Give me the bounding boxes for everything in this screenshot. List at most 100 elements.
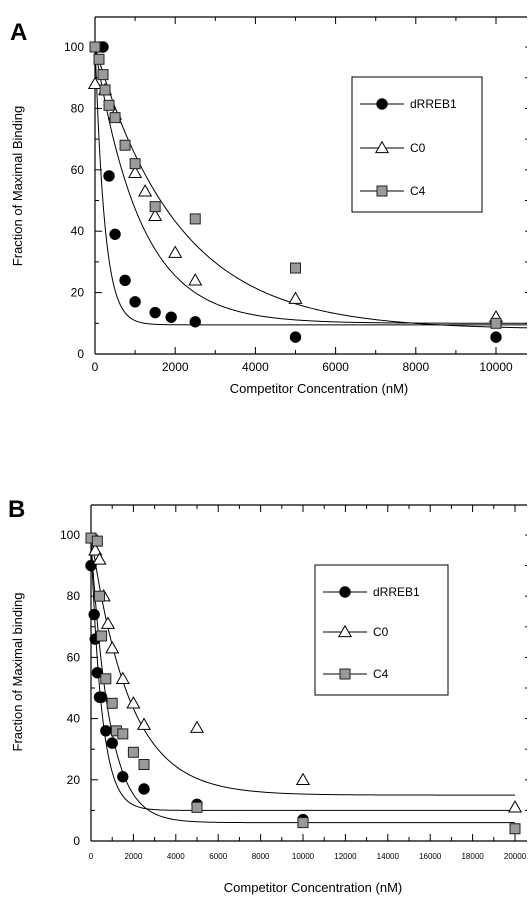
data-point-drreb1 — [103, 170, 115, 182]
legend-marker-drreb1 — [339, 586, 351, 598]
data-point-c4 — [109, 112, 121, 124]
x-tick-label: 16000 — [419, 852, 442, 861]
fit-curves — [94, 42, 527, 329]
y-tick-label: 0 — [73, 834, 80, 848]
y-axis-label: Fraction of Maximal Binding — [10, 106, 25, 266]
data-point-c4 — [119, 139, 131, 151]
data-point-c0 — [295, 772, 311, 785]
data-point-c4 — [290, 262, 301, 274]
x-tick-label: 10000 — [479, 360, 513, 374]
data-point-c4 — [103, 99, 115, 111]
data-point-c4 — [138, 759, 150, 770]
data-point-drreb1 — [88, 608, 100, 621]
legend-marker-c0 — [337, 624, 353, 638]
data-point-c0 — [87, 76, 103, 89]
data-point-drreb1 — [119, 274, 131, 287]
x-tick-label: 20000 — [504, 852, 527, 861]
data-point-c4 — [97, 69, 109, 81]
panel-letter: B — [8, 496, 25, 523]
data-point-c4 — [96, 630, 108, 642]
legend-box — [351, 76, 483, 213]
data-point-drreb1 — [100, 725, 112, 737]
fit-curve-drreb1 — [90, 541, 515, 811]
data-point-c4 — [189, 213, 201, 225]
data-point-c0 — [138, 184, 153, 197]
data-point-c0 — [128, 165, 143, 179]
data-point-c4 — [117, 728, 129, 740]
data-point-c0 — [92, 552, 107, 565]
data-point-drreb1 — [95, 691, 108, 703]
data-point-drreb1 — [109, 228, 121, 240]
legend-label: C0 — [373, 625, 389, 639]
data-point-c4 — [149, 201, 161, 213]
data-point-drreb1 — [149, 306, 161, 319]
legend-marker-c4 — [376, 185, 388, 197]
y-tick-label: 40 — [67, 712, 81, 726]
data-point-drreb1 — [165, 311, 177, 323]
data-point-drreb1 — [189, 316, 201, 328]
x-axis-label: Competitor Concentration (nM) — [230, 381, 408, 396]
y-tick-label: 40 — [71, 224, 85, 238]
y-tick-label: 60 — [67, 650, 81, 664]
data-point-drreb1 — [117, 771, 129, 783]
x-tick-label: 6000 — [322, 360, 349, 374]
x-tick-label: 2000 — [162, 360, 189, 374]
data-point-drreb1 — [289, 331, 302, 343]
legend-label: dRREB1 — [373, 585, 420, 599]
data-point-c0 — [148, 208, 163, 221]
data-point-c4 — [129, 158, 141, 170]
data-point-drreb1 — [138, 783, 150, 795]
y-tick-label: 60 — [71, 163, 85, 177]
data-point-c0 — [189, 720, 205, 733]
data-point-c4 — [509, 823, 521, 835]
data-point-c0 — [126, 696, 141, 709]
x-tick-label: 2000 — [125, 852, 143, 861]
y-axis-label: Fraction of Maximal binding — [10, 593, 25, 752]
data-point-c4 — [191, 801, 203, 813]
panel-b: B 0 2000 4000 6000 8000 10000 12000 14000 16000 18… — [8, 496, 527, 895]
data-point-c0 — [100, 616, 116, 629]
legend-box — [314, 564, 449, 696]
legend-label: C0 — [410, 141, 426, 155]
legend-label: dRREB1 — [410, 97, 457, 111]
data-point-drreb1 — [106, 737, 118, 749]
y-tick-label: 80 — [67, 589, 81, 603]
data-points — [87, 41, 504, 343]
fit-curve-drreb1 — [94, 42, 527, 326]
x-tick-label: 8000 — [252, 852, 270, 861]
x-tick-label: 12000 — [334, 852, 357, 861]
y-tick-label: 80 — [71, 101, 85, 115]
y-tick-label: 20 — [71, 286, 85, 300]
y-tick-label: 20 — [67, 773, 81, 787]
x-tick-label: 4000 — [167, 852, 185, 861]
data-point-c4 — [89, 41, 101, 53]
data-point-c4 — [93, 590, 105, 602]
data-point-c0 — [188, 273, 203, 286]
data-point-c0 — [136, 717, 152, 730]
data-point-c0 — [168, 245, 183, 258]
x-tick-label: 0 — [92, 360, 99, 374]
y-tick-label: 0 — [77, 347, 84, 361]
data-point-c0 — [88, 543, 103, 556]
y-tick-label: 100 — [64, 40, 84, 54]
legend-marker-drreb1 — [376, 98, 388, 110]
panel-a: A 0 2000 4000 6000 8000 10000 0 20 40 60 80 100 Compe… — [10, 16, 527, 396]
data-point-c4 — [93, 53, 105, 65]
data-point-drreb1 — [129, 296, 141, 308]
x-tick-label: 8000 — [402, 360, 429, 374]
data-point-c4 — [91, 535, 103, 547]
data-point-c0 — [507, 800, 523, 813]
legend-marker-c0 — [374, 140, 390, 154]
data-point-drreb1 — [490, 331, 502, 343]
fit-curve-c0 — [90, 534, 515, 796]
x-tick-label: 14000 — [377, 852, 400, 861]
x-tick-label: 10000 — [292, 852, 315, 861]
y-tick-label: 100 — [60, 528, 80, 542]
x-tick-label: 4000 — [242, 360, 269, 374]
data-point-c0 — [288, 291, 303, 304]
data-point-drreb1 — [91, 667, 104, 679]
legend-label: C4 — [373, 667, 389, 681]
data-points — [85, 532, 523, 835]
data-point-c4 — [99, 84, 111, 96]
